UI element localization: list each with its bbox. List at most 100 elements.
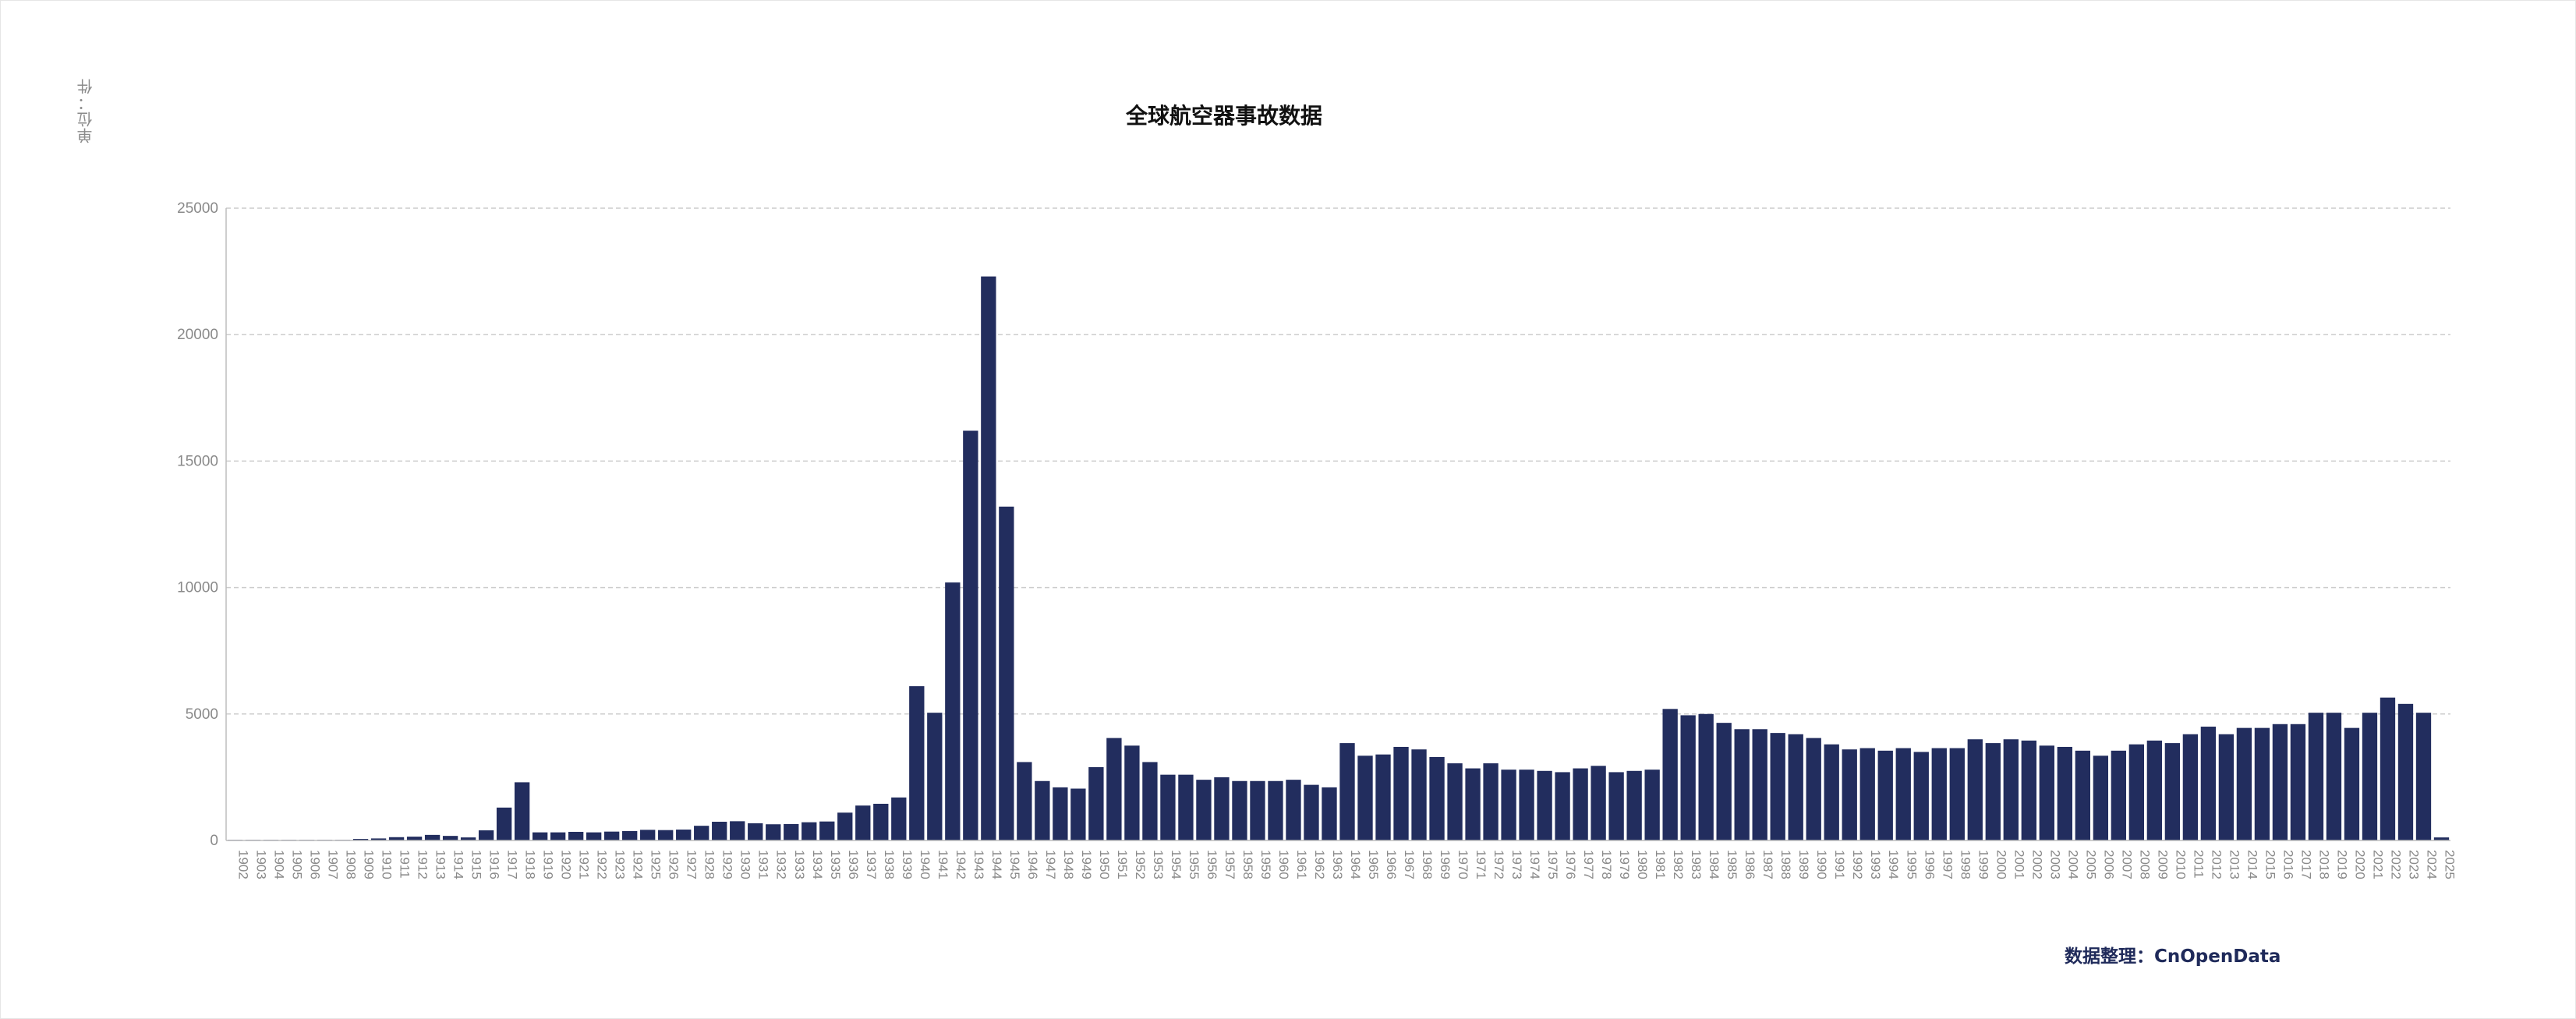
- bar-2021: [2362, 713, 2378, 840]
- x-tick-layer: 1902 1903 1904 1905 1906 1907 1908 1909 1910 1911…: [236, 850, 2457, 879]
- bar-1987: [1752, 729, 1767, 840]
- bar-2022: [2380, 697, 2396, 840]
- bar-1997: [1931, 748, 1947, 840]
- x-tick-label: 1938: [882, 850, 897, 879]
- bar-1916: [478, 830, 494, 840]
- bar-2023: [2397, 703, 2414, 840]
- x-tick-label: 1910: [380, 850, 395, 879]
- bar-2014: [2236, 727, 2252, 840]
- x-tick-label: 2013: [2227, 850, 2242, 879]
- bar-1955: [1178, 774, 1194, 840]
- bar-layer: [227, 276, 2450, 840]
- x-tick-label: 1981: [1653, 850, 1668, 879]
- x-tick-label: 1911: [398, 850, 412, 879]
- bar-2017: [2290, 724, 2306, 840]
- bar-1990: [1806, 738, 1821, 840]
- x-tick-label: 1952: [1133, 850, 1148, 879]
- x-tick-label: 1915: [469, 850, 484, 879]
- bar-2025: [2433, 837, 2450, 840]
- bar-2005: [2075, 750, 2090, 840]
- x-tick-label: 1940: [918, 850, 932, 879]
- x-tick-label: 1905: [290, 850, 305, 879]
- x-tick-label: 1980: [1635, 850, 1650, 879]
- bar-2010: [2164, 743, 2181, 840]
- x-tick-label: 2016: [2281, 850, 2295, 879]
- bar-1978: [1591, 766, 1606, 840]
- bar-1963: [1322, 787, 1337, 840]
- bar-1991: [1824, 744, 1839, 840]
- x-tick-label: 1998: [1958, 850, 1973, 879]
- x-tick-label: 1909: [362, 850, 377, 879]
- bar-1942: [945, 582, 961, 840]
- bar-1981: [1644, 770, 1660, 840]
- x-tick-label: 1986: [1743, 850, 1757, 879]
- x-tick-label: 2003: [2047, 850, 2062, 879]
- bar-2020: [2344, 727, 2360, 840]
- bar-1911: [388, 837, 405, 840]
- bar-1934: [801, 822, 817, 840]
- x-tick-label: 2014: [2245, 850, 2259, 879]
- bar-1984: [1698, 713, 1714, 840]
- x-tick-label: 2006: [2101, 850, 2116, 879]
- x-tick-label: 1968: [1420, 850, 1435, 879]
- x-tick-label: 2011: [2191, 850, 2206, 879]
- bar-1933: [784, 823, 799, 840]
- x-tick-label: 1956: [1205, 850, 1219, 879]
- x-tick-label: 1978: [1599, 850, 1614, 879]
- x-tick-label: 2019: [2334, 850, 2349, 879]
- bar-2018: [2308, 713, 2324, 840]
- x-tick-label: 1908: [344, 850, 359, 879]
- x-tick-label: 1904: [272, 850, 287, 879]
- x-tick-label: 1996: [1922, 850, 1937, 879]
- bar-1957: [1214, 777, 1230, 840]
- x-tick-label: 1934: [810, 850, 825, 879]
- bar-1950: [1088, 766, 1104, 840]
- x-tick-label: 1948: [1061, 850, 1076, 879]
- x-tick-label: 1912: [416, 850, 430, 879]
- x-tick-label: 2009: [2155, 850, 2170, 879]
- x-tick-label: 1914: [451, 850, 466, 879]
- bar-1989: [1788, 734, 1803, 840]
- bar-1922: [586, 832, 602, 840]
- bar-1935: [819, 821, 835, 840]
- x-tick-label: 1919: [541, 850, 556, 879]
- x-tick-label: 1963: [1330, 850, 1345, 879]
- bar-1980: [1626, 770, 1642, 840]
- bar-1919: [532, 832, 548, 840]
- bar-1951: [1106, 738, 1122, 840]
- bar-1958: [1232, 780, 1247, 840]
- x-tick-label: 2023: [2406, 850, 2421, 879]
- x-tick-label: 1972: [1491, 850, 1506, 879]
- bar-1993: [1859, 748, 1875, 840]
- bar-1988: [1770, 733, 1785, 840]
- x-tick-label: 1992: [1850, 850, 1865, 879]
- bar-1954: [1160, 774, 1176, 840]
- bar-1926: [658, 830, 674, 840]
- x-tick-label: 1975: [1545, 850, 1560, 879]
- bar-2013: [2218, 734, 2235, 840]
- bar-1972: [1483, 763, 1499, 840]
- x-tick-label: 1928: [702, 850, 717, 879]
- x-tick-label: 1926: [667, 850, 681, 879]
- bar-1961: [1286, 780, 1301, 840]
- x-tick-label: 1929: [720, 850, 735, 879]
- x-tick-label: 1935: [828, 850, 843, 879]
- bar-1983: [1680, 715, 1696, 840]
- bar-1945: [999, 506, 1014, 840]
- x-tick-label: 1925: [649, 850, 663, 879]
- x-tick-label: 1944: [989, 850, 1004, 879]
- bar-1968: [1411, 749, 1427, 840]
- bar-2002: [2021, 740, 2036, 840]
- x-tick-label: 1951: [1115, 850, 1130, 879]
- bar-1946: [1017, 762, 1032, 840]
- bar-1913: [424, 834, 441, 840]
- bar-1930: [730, 821, 745, 840]
- bar-1947: [1035, 780, 1050, 840]
- bar-1965: [1357, 755, 1373, 840]
- x-tick-label: 1918: [523, 850, 538, 879]
- x-tick-label: 1920: [559, 850, 574, 879]
- bar-1940: [909, 686, 925, 840]
- bar-1967: [1393, 746, 1409, 840]
- bar-2009: [2146, 740, 2163, 840]
- x-tick-label: 1964: [1348, 850, 1363, 879]
